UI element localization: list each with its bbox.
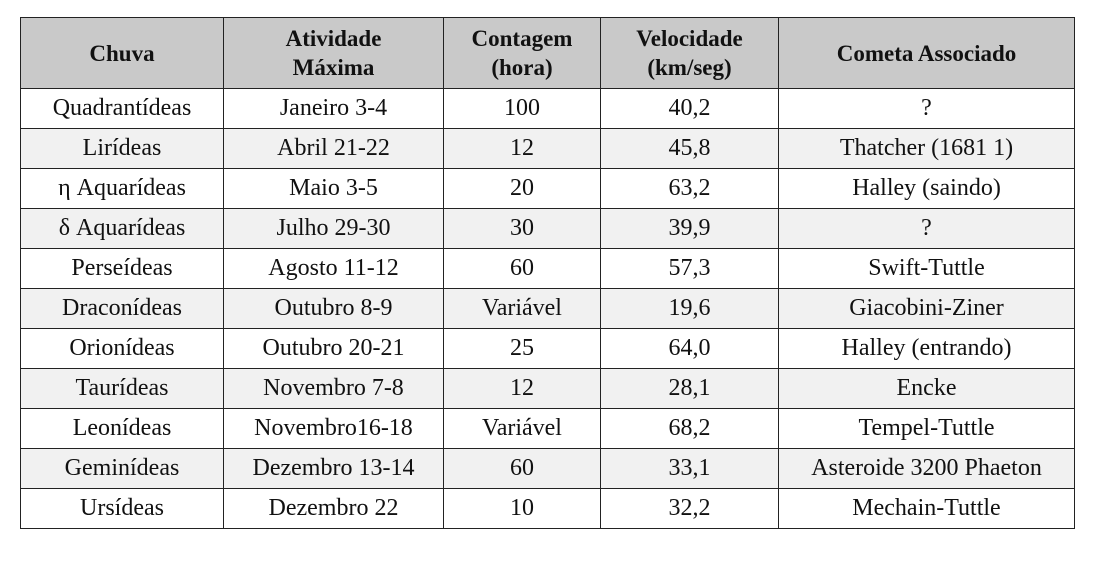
header-chuva: Chuva <box>20 17 224 89</box>
cell-chuva: Leonídeas <box>20 408 224 449</box>
table-row: Taurídeas Novembro 7-8 12 28,1 Encke <box>20 368 1075 409</box>
cell-velocidade: 33,1 <box>600 448 779 489</box>
cell-chuva: Quadrantídeas <box>20 88 224 129</box>
cell-velocidade: 28,1 <box>600 368 779 409</box>
header-atividade-line1: Atividade <box>285 26 382 51</box>
cell-cometa-associado: Encke <box>778 368 1075 409</box>
cell-chuva: η Aquarídeas <box>20 168 224 209</box>
cell-cometa-associado: Tempel-Tuttle <box>778 408 1075 449</box>
cell-chuva: Ursídeas <box>20 488 224 529</box>
cell-chuva: Draconídeas <box>20 288 224 329</box>
table-row: Lirídeas Abril 21-22 12 45,8 Thatcher (1681 … <box>20 128 1075 169</box>
cell-atividade-maxima: Dezembro 22 <box>223 488 444 529</box>
cell-atividade-maxima: Outubro 20-21 <box>223 328 444 369</box>
cell-cometa-associado: Asteroide 3200 Phaeton <box>778 448 1075 489</box>
cell-chuva: Lirídeas <box>20 128 224 169</box>
cell-cometa-associado: Swift-Tuttle <box>778 248 1075 289</box>
cell-contagem: 25 <box>443 328 601 369</box>
table-row: δ Aquarídeas Julho 29-30 30 39,9? <box>20 208 1075 249</box>
header-cometa-associado: Cometa Associado <box>778 17 1075 89</box>
cell-cometa-associado: Thatcher (1681 1) <box>778 128 1075 169</box>
cell-contagem: 30 <box>443 208 601 249</box>
cell-atividade-maxima: Dezembro 13-14 <box>223 448 444 489</box>
cell-velocidade: 64,0 <box>600 328 779 369</box>
header-atividade-maxima: Atividade Máxima <box>223 17 444 89</box>
cell-cometa-associado: ? <box>778 208 1075 249</box>
cell-velocidade: 32,2 <box>600 488 779 529</box>
cell-chuva: Perseídeas <box>20 248 224 289</box>
cell-velocidade: 39,9 <box>600 208 779 249</box>
table-row: Orionídeas Outubro 20-21 25 64,0 Halley (ent… <box>20 328 1075 369</box>
cell-contagem: 12 <box>443 128 601 169</box>
cell-contagem: 10 <box>443 488 601 529</box>
cell-atividade-maxima: Novembro16-18 <box>223 408 444 449</box>
table-row: Perseídeas Agosto 11-12 60 57,3 Swift-Tuttle <box>20 248 1075 289</box>
cell-contagem: 12 <box>443 368 601 409</box>
cell-contagem: Variável <box>443 408 601 449</box>
cell-cometa-associado: Giacobini-Ziner <box>778 288 1075 329</box>
cell-atividade-maxima: Agosto 11-12 <box>223 248 444 289</box>
cell-velocidade: 40,2 <box>600 88 779 129</box>
cell-contagem: 60 <box>443 448 601 489</box>
cell-atividade-maxima: Maio 3-5 <box>223 168 444 209</box>
table-body: Quadrantídeas Janeiro 3-4 100 40,2? Lirídeas… <box>20 88 1075 529</box>
table-row: Leonídeas Novembro16-18 Variável 68,2 Tempel… <box>20 408 1075 449</box>
cell-cometa-associado: ? <box>778 88 1075 129</box>
cell-contagem: Variável <box>443 288 601 329</box>
header-velocidade-line1: Velocidade <box>636 26 743 51</box>
cell-contagem: 100 <box>443 88 601 129</box>
table-row: Quadrantídeas Janeiro 3-4 100 40,2? <box>20 88 1075 129</box>
cell-atividade-maxima: Janeiro 3-4 <box>223 88 444 129</box>
table-row: Draconídeas Outubro 8-9 Variável 19,6 Giacob… <box>20 288 1075 329</box>
header-velocidade: Velocidade (km/seg) <box>600 17 779 89</box>
table-row: Ursídeas Dezembro 22 10 32,2 Mechain-Tuttle <box>20 488 1075 529</box>
cell-cometa-associado: Mechain-Tuttle <box>778 488 1075 529</box>
header-chuva-label: Chuva <box>89 40 155 66</box>
cell-chuva: Geminídeas <box>20 448 224 489</box>
cell-velocidade: 57,3 <box>600 248 779 289</box>
cell-velocidade: 19,6 <box>600 288 779 329</box>
cell-chuva: Orionídeas <box>20 328 224 369</box>
table-header-row: Chuva Atividade Máxima Contagem (hora) V… <box>20 17 1075 89</box>
meteor-shower-table: Chuva Atividade Máxima Contagem (hora) V… <box>20 17 1075 529</box>
cell-chuva: Taurídeas <box>20 368 224 409</box>
cell-cometa-associado: Halley (saindo) <box>778 168 1075 209</box>
table-row: Geminídeas Dezembro 13-14 60 33,1 Asteroide … <box>20 448 1075 489</box>
cell-atividade-maxima: Abril 21-22 <box>223 128 444 169</box>
cell-contagem: 60 <box>443 248 601 289</box>
cell-atividade-maxima: Outubro 8-9 <box>223 288 444 329</box>
table-row: η Aquarídeas Maio 3-5 20 63,2 Halley (saindo… <box>20 168 1075 209</box>
cell-chuva: δ Aquarídeas <box>20 208 224 249</box>
cell-velocidade: 45,8 <box>600 128 779 169</box>
cell-velocidade: 68,2 <box>600 408 779 449</box>
header-atividade-line2: Máxima <box>292 55 375 80</box>
cell-contagem: 20 <box>443 168 601 209</box>
cell-atividade-maxima: Novembro 7-8 <box>223 368 444 409</box>
header-contagem: Contagem (hora) <box>443 17 601 89</box>
header-contagem-line1: Contagem <box>471 26 573 51</box>
cell-atividade-maxima: Julho 29-30 <box>223 208 444 249</box>
header-contagem-line2: (hora) <box>491 55 553 80</box>
header-cometa-label: Cometa Associado <box>836 40 1017 66</box>
cell-cometa-associado: Halley (entrando) <box>778 328 1075 369</box>
header-velocidade-line2: (km/seg) <box>647 55 732 80</box>
cell-velocidade: 63,2 <box>600 168 779 209</box>
